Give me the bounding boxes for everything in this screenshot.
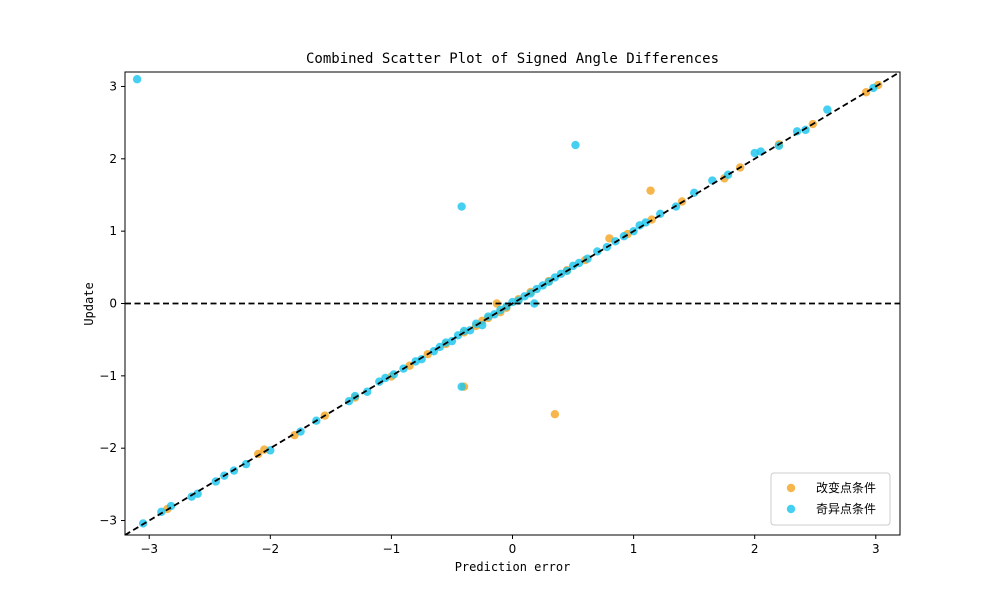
scatter-point-series-1-11 xyxy=(296,427,305,436)
scatter-point-series-1-10 xyxy=(266,446,275,455)
legend-marker-0 xyxy=(786,483,796,493)
scatter-point-series-1-18 xyxy=(389,370,399,379)
scatter-point-series-1-17 xyxy=(381,373,390,383)
x-axis-label: Prediction error xyxy=(455,560,571,574)
scatter-point-series-1-69 xyxy=(457,382,466,391)
reference-line-identity xyxy=(125,72,900,535)
scatter-point-series-0-32 xyxy=(646,186,655,195)
legend-box xyxy=(770,472,891,526)
scatter-point-series-1-66 xyxy=(869,83,878,93)
y-tick-label-1: −2 xyxy=(99,441,117,455)
scatter-point-series-0-30 xyxy=(861,88,871,97)
scatter-point-series-1-5 xyxy=(193,489,202,498)
scatter-point-series-1-64 xyxy=(801,125,810,135)
y-tick-label-2: −1 xyxy=(99,369,117,383)
scatter-point-series-1-16 xyxy=(375,377,384,386)
legend-marker-1 xyxy=(786,504,796,514)
x-tick-label-4: 1 xyxy=(630,542,638,556)
scatter-point-series-1-15 xyxy=(362,387,372,396)
x-tick-label-1: −2 xyxy=(261,542,279,556)
scatter-point-series-1-0 xyxy=(132,75,142,84)
chart-title: Combined Scatter Plot of Signed Angle Di… xyxy=(306,51,719,67)
scatter-point-series-0-34 xyxy=(550,409,560,419)
x-tick-label-2: −1 xyxy=(383,542,401,556)
y-tick-label-6: 3 xyxy=(109,79,117,93)
y-tick-label-4: 1 xyxy=(109,224,117,238)
x-tick-label-6: 3 xyxy=(872,542,880,556)
scatter-point-series-1-63 xyxy=(792,127,802,136)
scatter-point-series-1-47 xyxy=(583,254,592,263)
scatter-point-series-1-59 xyxy=(723,170,733,179)
scatter-point-series-1-28 xyxy=(465,326,475,335)
scatter-point-series-1-61 xyxy=(756,147,765,156)
x-tick-label-5: 2 xyxy=(751,542,759,556)
scatter-point-series-1-14 xyxy=(350,391,360,401)
legend-label-0: 改变点条件 xyxy=(816,480,876,495)
scatter-point-series-1-68 xyxy=(457,202,466,211)
scatter-point-series-1-57 xyxy=(689,188,699,198)
scatter-points xyxy=(132,75,883,528)
y-tick-label-0: −3 xyxy=(99,514,117,528)
scatter-point-series-1-48 xyxy=(593,247,602,256)
scatter-point-series-1-30 xyxy=(478,321,487,330)
y-tick-label-5: 2 xyxy=(109,152,117,166)
legend-label-1: 奇异点条件 xyxy=(816,502,876,516)
x-tick-label-0: −3 xyxy=(140,542,158,556)
x-tick-label-3: 0 xyxy=(509,542,517,556)
scatter-point-series-1-65 xyxy=(823,105,832,114)
plot-area: −3 −2 −1 0 1 2 3 −3 −2 −1 0 1 2 3 xyxy=(99,71,901,556)
y-axis-label: Update xyxy=(82,282,96,325)
scatter-point-series-1-67 xyxy=(571,140,580,150)
y-tick-label-3: 0 xyxy=(109,297,117,311)
